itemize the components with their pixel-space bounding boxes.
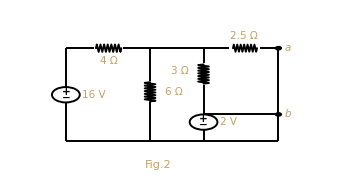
Text: 2.5 Ω: 2.5 Ω [230,31,257,41]
Text: +: + [199,114,208,124]
Text: −: − [199,120,208,130]
Text: b: b [284,109,291,119]
Circle shape [275,46,282,50]
Circle shape [275,113,282,116]
Text: a: a [284,43,291,53]
Text: 3 Ω: 3 Ω [171,66,189,76]
Text: 2 V: 2 V [219,117,237,127]
Text: +: + [61,87,70,97]
Text: 16 V: 16 V [82,90,106,100]
Text: Fig.2: Fig.2 [145,160,171,170]
Text: −: − [61,93,70,103]
Text: 4 Ω: 4 Ω [100,56,118,66]
Text: 6 Ω: 6 Ω [165,87,183,97]
